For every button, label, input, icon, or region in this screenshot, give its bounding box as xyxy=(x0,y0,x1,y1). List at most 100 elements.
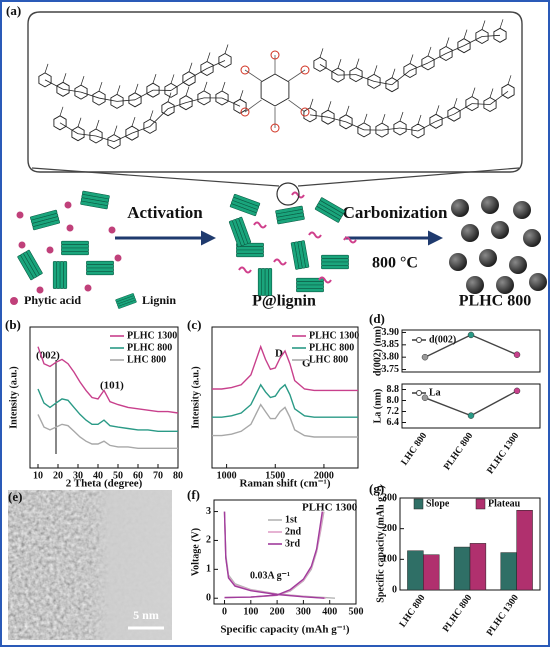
ring xyxy=(71,126,85,142)
bond xyxy=(463,36,483,47)
lignin-bundle xyxy=(228,216,252,248)
ring xyxy=(125,125,139,141)
panel-label: (d) xyxy=(369,311,385,326)
bond xyxy=(507,75,512,85)
lignin-rod xyxy=(61,240,89,245)
product-label: PLHC 800 xyxy=(459,293,531,310)
lignin-rod xyxy=(268,268,273,296)
ring xyxy=(385,77,399,93)
bond xyxy=(417,114,422,125)
bond xyxy=(206,60,226,69)
category-label: PLHC 1300 xyxy=(486,431,522,476)
bond xyxy=(327,101,332,111)
bar xyxy=(500,552,517,591)
legend-marker xyxy=(416,390,422,396)
y-axis-label: Intensity (a.u.) xyxy=(190,366,201,429)
x-tick-label: 1500 xyxy=(265,470,285,481)
bond xyxy=(170,78,190,91)
y-tick-label: 100 xyxy=(382,554,397,565)
phytic-link xyxy=(238,266,252,274)
phytic-acid xyxy=(36,286,44,294)
carbon-sphere xyxy=(529,273,547,291)
annotation: 0.03A g⁻¹ xyxy=(250,570,290,581)
ring xyxy=(197,90,211,106)
bond xyxy=(471,87,476,97)
ring xyxy=(215,90,229,106)
data-point xyxy=(513,387,521,395)
data-point xyxy=(421,394,429,401)
legend-text: PLHC 800 xyxy=(309,342,354,353)
bond xyxy=(445,37,450,47)
lignin-rod xyxy=(52,261,57,289)
chart-panel: 3.75 3.803.853.90(d)d(002) (nm) d(002) xyxy=(369,311,541,376)
x-tick-label: 70 xyxy=(153,470,163,481)
bond xyxy=(481,20,486,30)
bond xyxy=(327,116,347,123)
bond xyxy=(489,91,509,105)
bond xyxy=(77,133,97,137)
lignin-rod xyxy=(86,267,114,272)
chart-panel: 10 20 30 40 50 60 70 80 (b) 2 Theta (degree) Inten… xyxy=(5,317,183,490)
lignin-rod xyxy=(236,246,264,251)
chart-panel: 0 100 200 300 400 500 0 1 2 3 (f) Specific capacity… xyxy=(187,487,364,636)
ring xyxy=(465,96,479,112)
y-tick-label: 3.90 xyxy=(382,327,400,338)
legend-text: LHC 800 xyxy=(309,354,348,365)
lignin-bundle xyxy=(86,260,114,276)
legend-text: La xyxy=(429,387,441,398)
category-label: PLHC 800 xyxy=(441,593,474,634)
bond xyxy=(185,97,205,104)
carbon-sphere xyxy=(466,276,484,294)
ring xyxy=(161,101,175,117)
bond xyxy=(59,122,79,135)
x-tick-label: 2000 xyxy=(314,470,334,481)
bond xyxy=(399,127,419,132)
lignin-bundle xyxy=(275,205,305,225)
bond xyxy=(481,34,501,37)
bond xyxy=(188,68,208,80)
category-label: LHC 800 xyxy=(398,593,428,629)
x-tick-label: 300 xyxy=(296,606,311,617)
ring xyxy=(107,134,121,150)
y-tick-label: 2 xyxy=(206,535,211,546)
ring xyxy=(146,82,160,98)
bond xyxy=(309,98,314,108)
ring xyxy=(200,60,214,77)
ring xyxy=(110,93,124,109)
carbon-sphere xyxy=(491,221,509,239)
bond xyxy=(427,46,432,57)
plot-frame xyxy=(401,329,541,373)
step-label: Carbonization xyxy=(343,203,448,222)
lignin-bundle xyxy=(229,193,261,217)
legend-swatch xyxy=(475,498,486,510)
peak-label: (101) xyxy=(100,380,124,392)
x-axis-label: Specific capacity (mAh g⁻¹) xyxy=(220,624,350,636)
phytic-acid xyxy=(108,226,116,234)
bond xyxy=(113,132,133,142)
ring xyxy=(367,73,381,89)
lignin-rod xyxy=(59,261,64,289)
data-line xyxy=(37,346,179,414)
lignin-rod xyxy=(61,251,89,256)
plot-frame xyxy=(211,326,359,469)
phytic-acid xyxy=(46,246,54,254)
bar xyxy=(516,510,533,591)
panel-label: (e) xyxy=(8,489,22,504)
data-line xyxy=(37,414,178,449)
tem-edge xyxy=(8,490,172,640)
x-tick-label: 10 xyxy=(33,470,43,481)
ring xyxy=(260,73,290,107)
plot-frame xyxy=(29,326,179,469)
x-tick-label: 1000 xyxy=(217,470,237,481)
bond xyxy=(435,105,440,115)
bond xyxy=(244,69,262,82)
lignin-rod xyxy=(17,254,34,281)
bond xyxy=(167,102,187,110)
phytic-link xyxy=(291,191,305,199)
data-line xyxy=(223,511,336,599)
y-tick-label: 1 xyxy=(206,564,211,575)
bond xyxy=(337,74,357,76)
bond xyxy=(337,59,342,69)
carbon-sphere xyxy=(479,249,497,267)
bar xyxy=(469,543,487,591)
